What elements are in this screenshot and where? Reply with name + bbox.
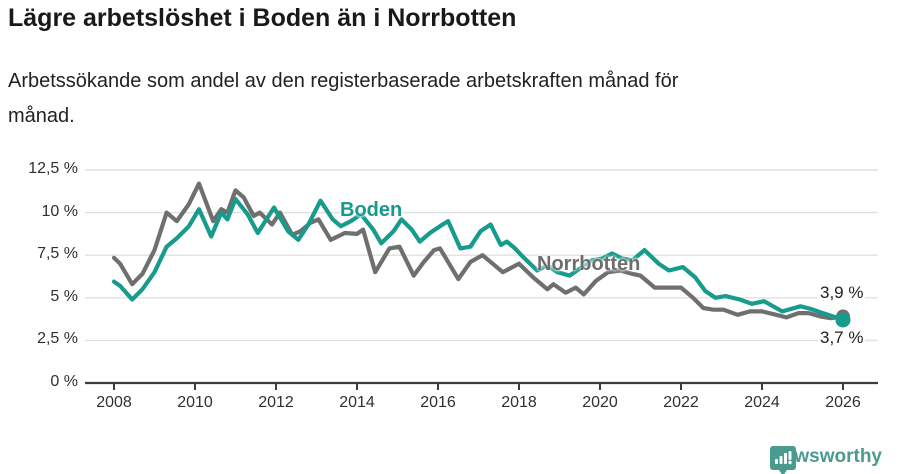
x-tick-label: 2008 [96,394,132,411]
series-line-norrbotten [111,181,846,321]
chart-subtitle-line2: månad. [8,105,75,127]
chart-subtitle-line1: Arbetssökande som andel av den registerb… [8,70,679,92]
x-tick-label: 2026 [825,394,861,411]
y-tick-label: 7,5 % [37,245,78,263]
chart-subtitle: Arbetssökande som andel av den registerb… [8,64,868,134]
x-tick-label: 2014 [339,394,375,411]
newsworthy-brand: Newsworthy [770,446,882,474]
x-tick-label: 2022 [663,394,699,411]
x-tick-label: 2018 [501,394,537,411]
end-point-dots [835,309,851,328]
y-tick-label: 12,5 % [28,160,78,177]
end-value-label-norrbotten: 3,9 % [818,283,866,303]
x-tick-label: 2016 [420,394,456,411]
page-title: Lägre arbetslöshet i Boden än i Norrbott… [8,4,517,32]
x-tick-label: 2012 [258,394,294,411]
newsworthy-logo-icon [770,446,797,474]
series-label-boden: Boden [340,199,403,221]
series-label-norrbotten: Norrbotten [537,253,641,275]
x-tick-label: 2024 [744,394,780,411]
newsworthy-brand-text: Newsworthy [770,446,882,467]
series-lines [111,181,846,323]
x-axis [113,383,844,390]
x-tick-label: 2010 [177,394,213,411]
x-tick-label: 2020 [582,394,618,411]
y-tick-label: 0 % [50,373,78,390]
y-tick-label: 5 % [50,287,78,305]
y-tick-label: 10 % [41,202,78,220]
series-line-boden [111,196,846,323]
y-tick-label: 2,5 % [37,330,78,348]
end-value-label-boden: 3,7 % [818,328,866,348]
end-dot-boden [835,312,851,328]
